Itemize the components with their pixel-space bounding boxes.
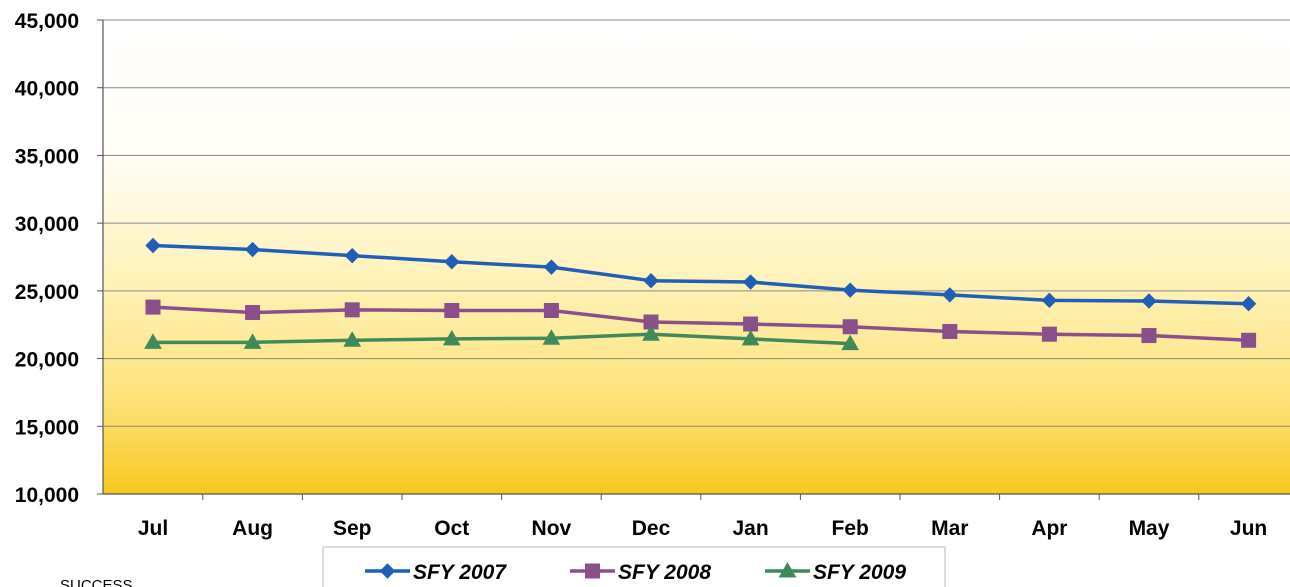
x-tick-label: Oct <box>434 517 469 540</box>
axes <box>97 19 1290 500</box>
data-point <box>444 302 460 318</box>
x-tick-label: Jun <box>1230 517 1267 540</box>
x-tick-label: Sep <box>333 517 372 540</box>
x-tick-label: Jan <box>733 517 769 540</box>
data-point <box>245 305 261 321</box>
y-tick-label: 40,000 <box>15 78 79 101</box>
series-2 <box>145 299 1257 348</box>
y-tick-labels: 10,000 15,000 20,000 25,000 30,000 35,000 40,0… <box>15 10 79 507</box>
y-tick-label: 10,000 <box>15 484 79 507</box>
data-point <box>942 323 958 339</box>
y-tick-label: 25,000 <box>15 281 79 304</box>
data-point <box>1141 293 1157 309</box>
y-tick-label: 30,000 <box>15 213 79 236</box>
data-point <box>145 299 161 315</box>
data-point <box>743 316 759 332</box>
data-point <box>444 254 460 270</box>
data-point <box>642 325 660 341</box>
data-point <box>643 272 659 289</box>
legend-label: SFY 2008 <box>618 561 711 584</box>
data-point <box>543 302 559 318</box>
x-tick-label: Apr <box>1031 517 1067 540</box>
data-point <box>1141 328 1157 344</box>
series-group <box>144 237 1257 351</box>
y-tick-label: 20,000 <box>15 349 79 372</box>
x-tick-label: Feb <box>832 517 869 540</box>
gridlines <box>103 19 1290 427</box>
data-point <box>1240 296 1257 312</box>
data-point <box>344 247 360 264</box>
data-point <box>243 333 262 349</box>
data-point <box>942 287 958 303</box>
data-point <box>442 329 461 346</box>
data-point <box>145 237 161 254</box>
y-tick-label: 35,000 <box>15 145 79 168</box>
series-line <box>152 243 1249 306</box>
x-tick-label: Dec <box>632 517 671 540</box>
legend-marker <box>778 561 797 578</box>
legend-item-2: SFY 2008 <box>570 561 711 584</box>
legend-box <box>322 546 946 587</box>
data-point <box>742 274 759 290</box>
data-point <box>542 329 561 345</box>
data-point <box>1041 326 1057 342</box>
y-tick-label: 15,000 <box>15 416 79 439</box>
legend-marker <box>585 563 600 579</box>
series-3 <box>144 325 860 351</box>
data-point <box>842 282 858 298</box>
x-tick-label: May <box>1129 517 1170 540</box>
data-point <box>344 302 360 318</box>
data-point <box>841 334 860 351</box>
plot-background <box>103 20 1290 494</box>
x-tick-label: Nov <box>532 517 572 540</box>
series-line <box>153 332 851 346</box>
x-tick-label: Aug <box>232 517 273 540</box>
legend-marker <box>379 563 396 579</box>
series-1 <box>145 237 1257 312</box>
data-point <box>1241 332 1257 348</box>
data-point <box>741 329 760 346</box>
x-tick-label: Jul <box>138 517 168 540</box>
legend: SFY 2007 SFY 2008 SFY 2009 <box>322 546 946 587</box>
legend-label: SFY 2009 <box>813 561 906 584</box>
data-point <box>842 319 858 335</box>
legend-label: SFY 2007 <box>413 561 507 584</box>
data-point <box>343 331 362 347</box>
legend-item-3: SFY 2009 <box>765 561 906 584</box>
data-point <box>144 333 162 349</box>
x-tick-labels: Jul Aug Sep Oct Nov Dec Jan Feb Mar Apr May Jun <box>138 517 1267 540</box>
data-point <box>543 259 560 275</box>
source-note: SUCCESS <box>60 577 133 587</box>
data-point <box>1041 292 1058 309</box>
series-line <box>152 305 1249 343</box>
x-tick-label: Mar <box>931 517 968 540</box>
data-point <box>244 241 261 258</box>
legend-item-1: SFY 2007 <box>365 561 507 584</box>
y-tick-label: 45,000 <box>15 10 79 33</box>
